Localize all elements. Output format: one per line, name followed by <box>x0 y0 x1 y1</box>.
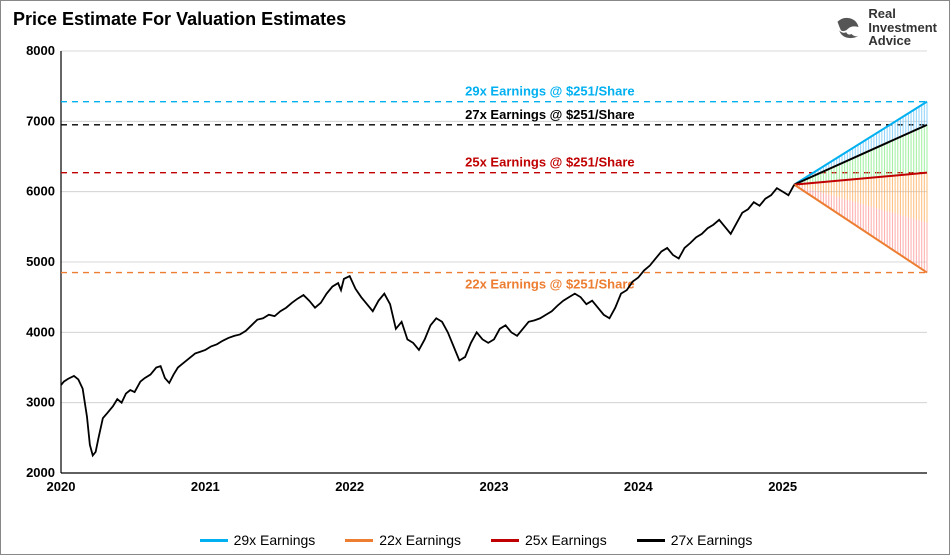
legend-label: 27x Earnings <box>671 532 753 548</box>
svg-text:6000: 6000 <box>26 184 55 199</box>
svg-text:2025: 2025 <box>768 479 797 494</box>
logo-line2: Investment <box>868 21 937 35</box>
chart-container: Price Estimate For Valuation Estimates R… <box>0 0 950 555</box>
legend-label: 22x Earnings <box>379 532 461 548</box>
svg-text:7000: 7000 <box>26 113 55 128</box>
svg-text:5000: 5000 <box>26 254 55 269</box>
legend-swatch <box>200 539 228 542</box>
svg-text:4000: 4000 <box>26 324 55 339</box>
legend-label: 25x Earnings <box>525 532 607 548</box>
svg-text:2000: 2000 <box>26 465 55 480</box>
svg-text:22x Earnings @ $251/Share: 22x Earnings @ $251/Share <box>465 277 634 292</box>
eagle-icon <box>834 13 862 41</box>
legend-item: 22x Earnings <box>345 532 461 548</box>
svg-text:3000: 3000 <box>26 395 55 410</box>
svg-text:2020: 2020 <box>47 479 76 494</box>
legend-swatch <box>637 539 665 542</box>
legend-swatch <box>345 539 373 542</box>
plot-area: 2000 3000 4000 5000 6000 7000 8000 2020 2021 2022… <box>19 39 933 509</box>
svg-text:2023: 2023 <box>480 479 509 494</box>
legend-label: 29x Earnings <box>234 532 316 548</box>
svg-text:27x Earnings @ $251/Share: 27x Earnings @ $251/Share <box>465 107 634 122</box>
svg-text:29x Earnings @ $251/Share: 29x Earnings @ $251/Share <box>465 84 634 99</box>
chart-title: Price Estimate For Valuation Estimates <box>13 9 346 30</box>
legend-item: 27x Earnings <box>637 532 753 548</box>
logo-line1: Real <box>868 7 937 21</box>
legend-item: 25x Earnings <box>491 532 607 548</box>
svg-text:25x Earnings @ $251/Share: 25x Earnings @ $251/Share <box>465 155 634 170</box>
svg-text:2021: 2021 <box>191 479 220 494</box>
svg-text:2022: 2022 <box>335 479 364 494</box>
legend-item: 29x Earnings <box>200 532 316 548</box>
legend-swatch <box>491 539 519 542</box>
svg-text:8000: 8000 <box>26 43 55 58</box>
svg-text:2024: 2024 <box>624 479 654 494</box>
legend: 29x Earnings 22x Earnings 25x Earnings 27x … <box>1 532 950 548</box>
